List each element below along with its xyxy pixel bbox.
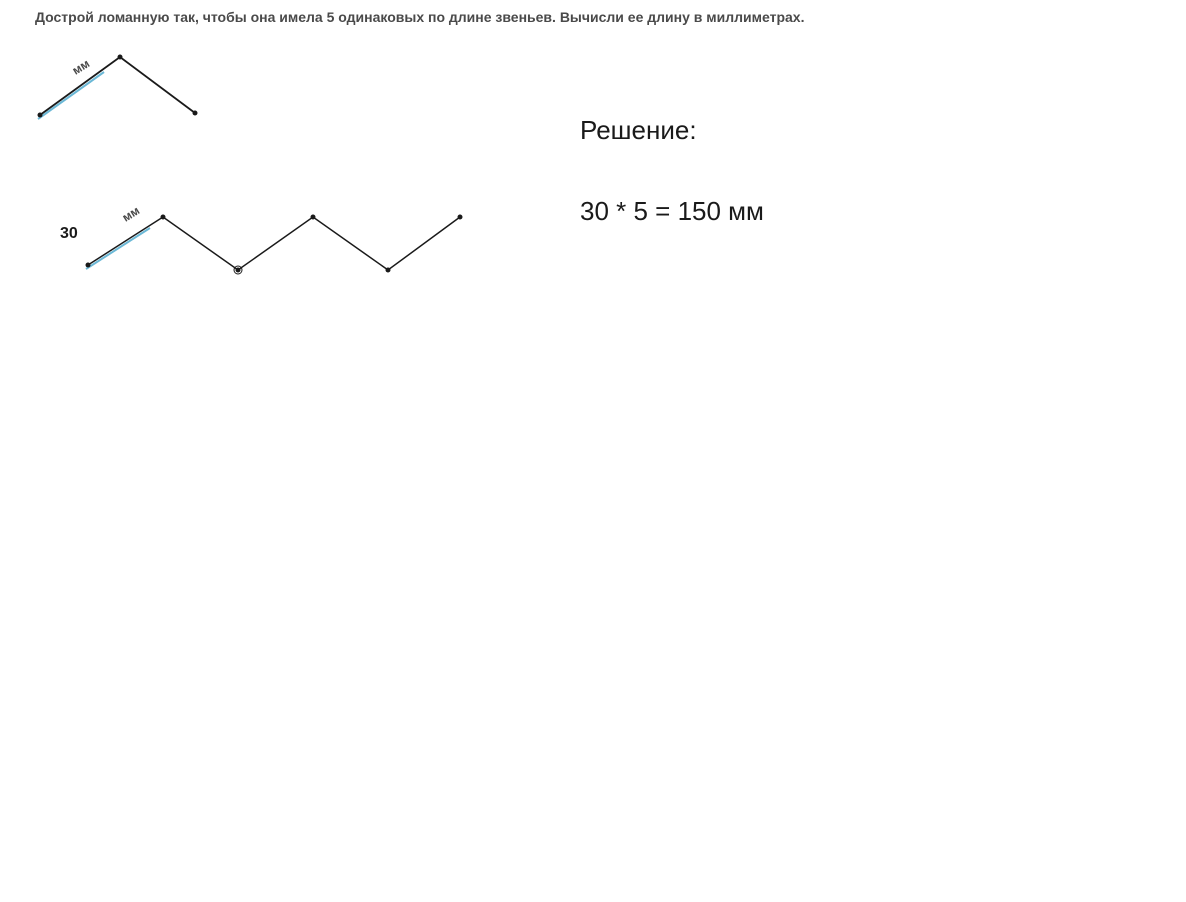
polyline-figure-bottom: 30 мм — [60, 195, 490, 290]
task-text: Дострой ломанную так, чтобы она имела 5 … — [35, 8, 804, 28]
solution-title: Решение: — [580, 115, 764, 146]
polyline-svg-top — [30, 45, 230, 135]
segment-value-label: 30 — [60, 225, 78, 243]
solution-calc: 30 * 5 = 150 мм — [580, 196, 764, 227]
solution-block: Решение: 30 * 5 = 150 мм — [580, 115, 764, 227]
polyline-figure-top: мм — [30, 45, 230, 140]
